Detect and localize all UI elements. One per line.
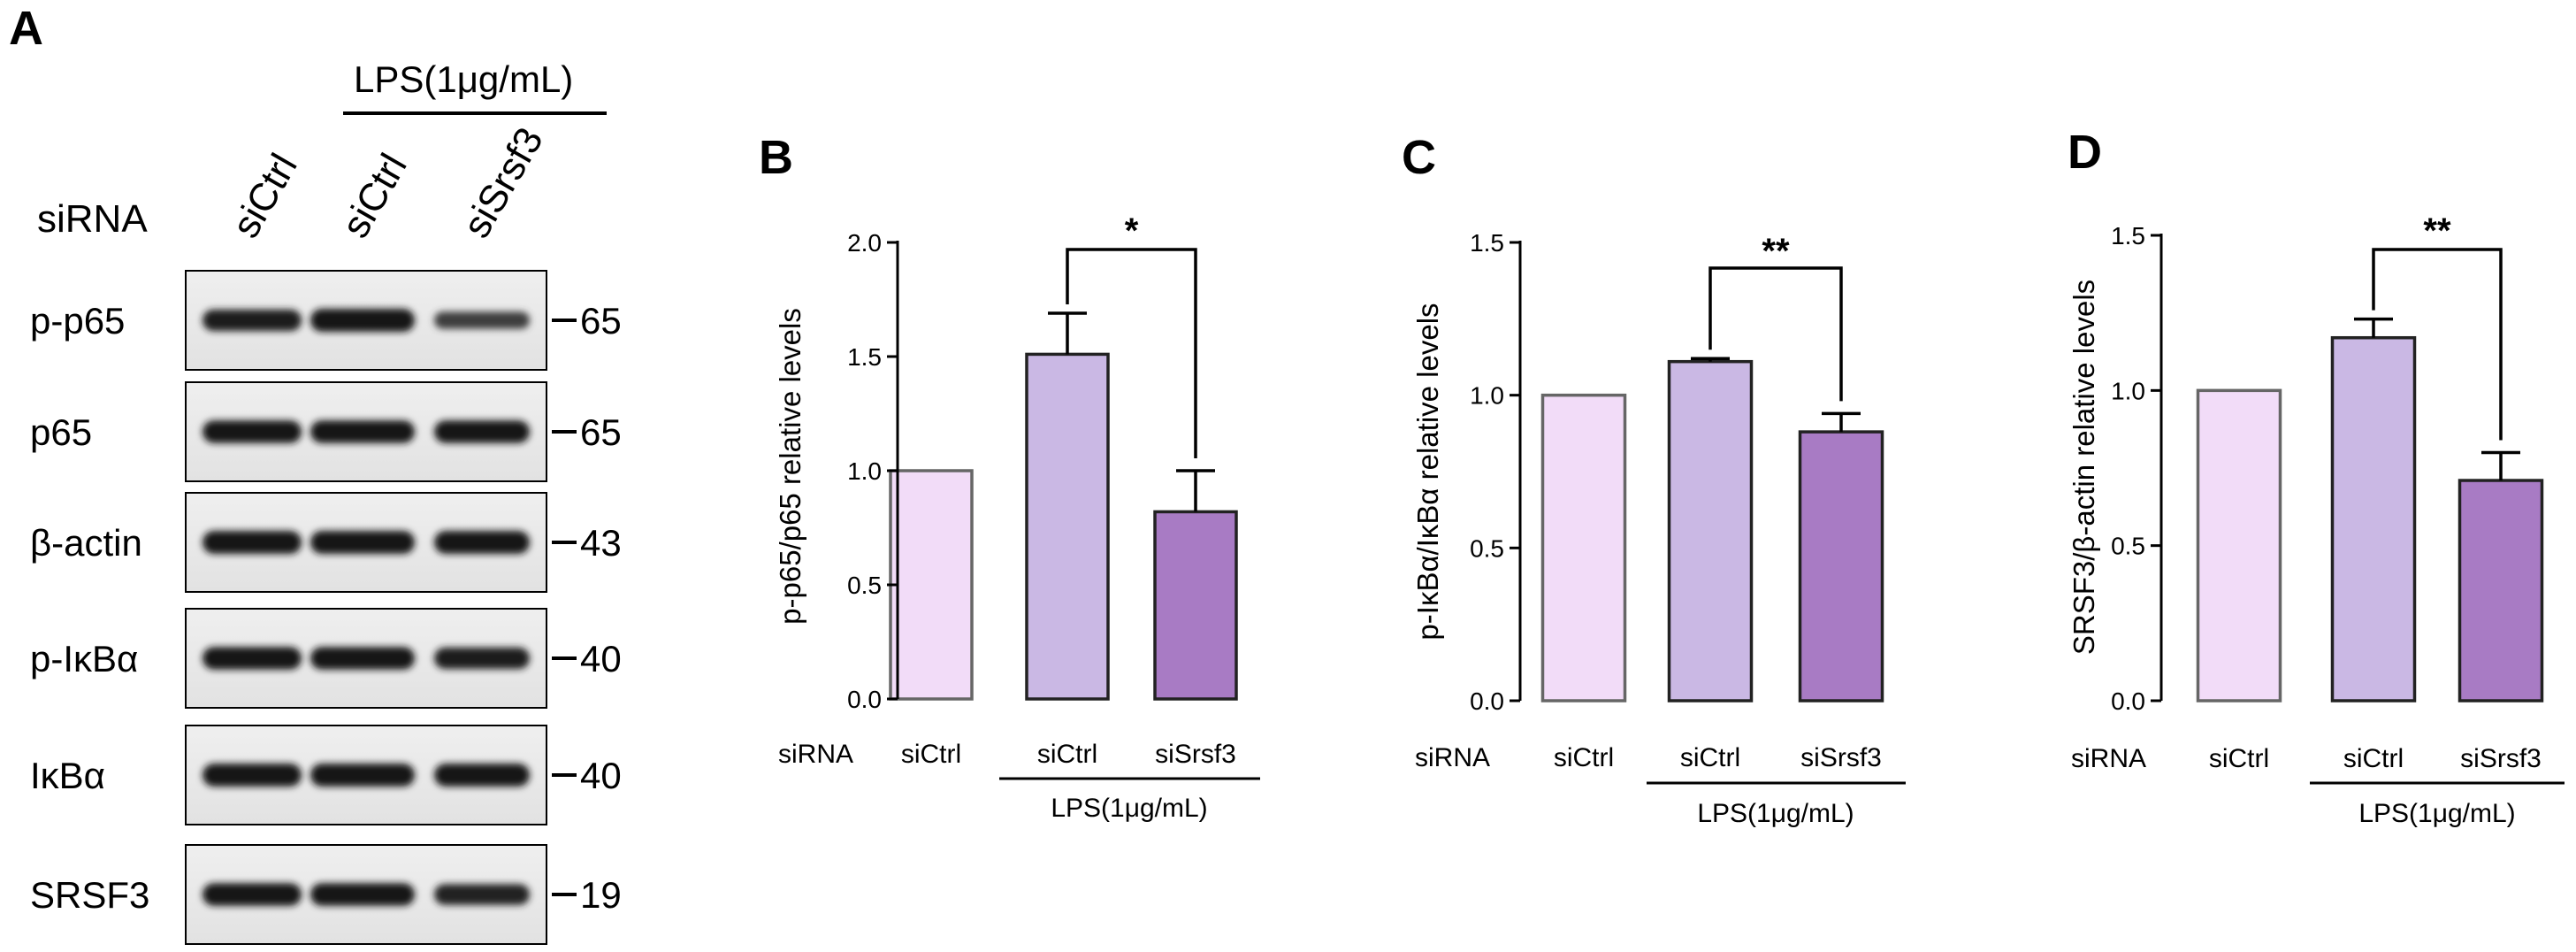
- mw-label: 65: [580, 411, 622, 453]
- y-axis-title: SRSF3/β-actin relative levels: [2068, 280, 2100, 655]
- lane-label-3: siSrsf3: [455, 120, 552, 245]
- significance-bracket: [1066, 248, 1197, 458]
- blot-band: [434, 420, 530, 443]
- bar: [1025, 352, 1110, 701]
- panel-letter: B: [759, 131, 793, 184]
- panel-letter: D: [2068, 126, 2102, 179]
- sirna-row-label: siRNA: [778, 740, 853, 769]
- y-tick-label: 0.0: [1470, 687, 1504, 715]
- blot-label: β-actin: [30, 522, 142, 564]
- lane-label-1: siCtrl: [224, 147, 306, 245]
- blot-band: [203, 531, 302, 554]
- blot-band: [310, 647, 415, 670]
- y-tick-label: 1.5: [2111, 222, 2145, 250]
- western-blot-panel: A LPS(1μg/mL) siRNA siCtrl siCtrl siSrsf…: [9, 2, 622, 945]
- y-tick-label: 0.5: [2111, 533, 2145, 560]
- bar: [1667, 359, 1754, 702]
- y-tick-label: 0.0: [847, 686, 882, 713]
- bar: [1540, 393, 1627, 702]
- category-label: siSrsf3: [2460, 744, 2542, 773]
- significance-bracket: [2372, 248, 2503, 441]
- category-label: siCtrl: [901, 740, 961, 769]
- sirna-row-label: siRNA: [1415, 743, 1490, 772]
- blot-label: SRSF3: [30, 874, 149, 916]
- y-tick-label: 1.5: [1470, 229, 1504, 257]
- significance-label: *: [1125, 211, 1139, 250]
- y-tick-label: 0.5: [847, 572, 882, 599]
- blot-band: [203, 309, 302, 332]
- category-label: siCtrl: [1680, 743, 1740, 772]
- blot-label: p-p65: [30, 300, 125, 342]
- blot-band: [434, 531, 530, 554]
- blot-band: [310, 883, 415, 906]
- blot-band: [434, 647, 530, 670]
- blot-label: p-IκBα: [30, 638, 138, 679]
- blot-label: IκBα: [30, 755, 105, 796]
- sirna-label: siRNA: [37, 197, 148, 241]
- bar: [2458, 479, 2544, 702]
- category-label: siSrsf3: [1800, 743, 1882, 772]
- mw-label: 65: [580, 300, 622, 342]
- blot-band: [203, 764, 302, 787]
- bar: [1153, 510, 1238, 701]
- y-tick-label: 1.0: [2111, 377, 2145, 404]
- bar: [889, 469, 974, 701]
- chart-c: C 0.0 0.5 1.0 1.5 p-IκBα/IκBα relative levels…: [1402, 131, 1906, 828]
- lps-label: LPS(1μg/mL): [354, 58, 573, 100]
- mw-label: 19: [580, 874, 622, 916]
- group-label: LPS(1μg/mL): [2358, 799, 2515, 828]
- blot-band: [203, 420, 302, 443]
- panel-letter-a: A: [9, 2, 43, 55]
- blot-band: [203, 883, 302, 906]
- category-label: siCtrl: [1037, 740, 1097, 769]
- category-label: siSrsf3: [1155, 740, 1236, 769]
- y-tick-label: 1.5: [847, 343, 882, 371]
- blot-band: [203, 647, 302, 670]
- y-tick-label: 1.0: [1470, 382, 1504, 410]
- group-label: LPS(1μg/mL): [1697, 799, 1854, 828]
- category-label: siCtrl: [2343, 744, 2404, 773]
- bar: [2196, 388, 2282, 702]
- mw-label: 43: [580, 522, 622, 564]
- mw-label: 40: [580, 638, 622, 679]
- blot-band: [310, 309, 415, 332]
- significance-bracket: [1708, 266, 1843, 402]
- blot-band: [310, 420, 415, 443]
- blot-band: [434, 764, 530, 787]
- y-axis-title: p-IκBα/IκBα relative levels: [1411, 303, 1444, 640]
- significance-label: **: [1762, 232, 1790, 271]
- blot-band: [434, 884, 530, 905]
- blot-band: [310, 531, 415, 554]
- group-label: LPS(1μg/mL): [1051, 794, 1207, 823]
- sirna-row-label: siRNA: [2071, 744, 2146, 773]
- blot-label: p65: [30, 411, 92, 453]
- y-tick-label: 2.0: [847, 229, 882, 257]
- y-tick-label: 1.0: [847, 457, 882, 485]
- y-axis-title: p-p65/p65 relative levels: [774, 308, 806, 625]
- panel-letter: C: [1402, 131, 1436, 184]
- blot-band: [310, 764, 415, 787]
- chart-d: D 0.0 0.5 1.0 1.5 SRSF3/β-actin relative leve…: [2068, 126, 2565, 828]
- lane-label-2: siCtrl: [333, 147, 416, 245]
- y-tick-label: 0.5: [1470, 534, 1504, 562]
- chart-b: B 0.0 0.5 1.0 1.5 2.0 p-p65/p65 relative level…: [759, 131, 1260, 823]
- y-tick-label: 0.0: [2111, 687, 2145, 715]
- bar: [1798, 430, 1884, 702]
- mw-label: 40: [580, 755, 622, 796]
- significance-label: **: [2423, 211, 2451, 250]
- category-label: siCtrl: [2209, 744, 2269, 773]
- category-label: siCtrl: [1554, 743, 1614, 772]
- blot-band: [434, 311, 530, 329]
- bar: [2330, 335, 2417, 702]
